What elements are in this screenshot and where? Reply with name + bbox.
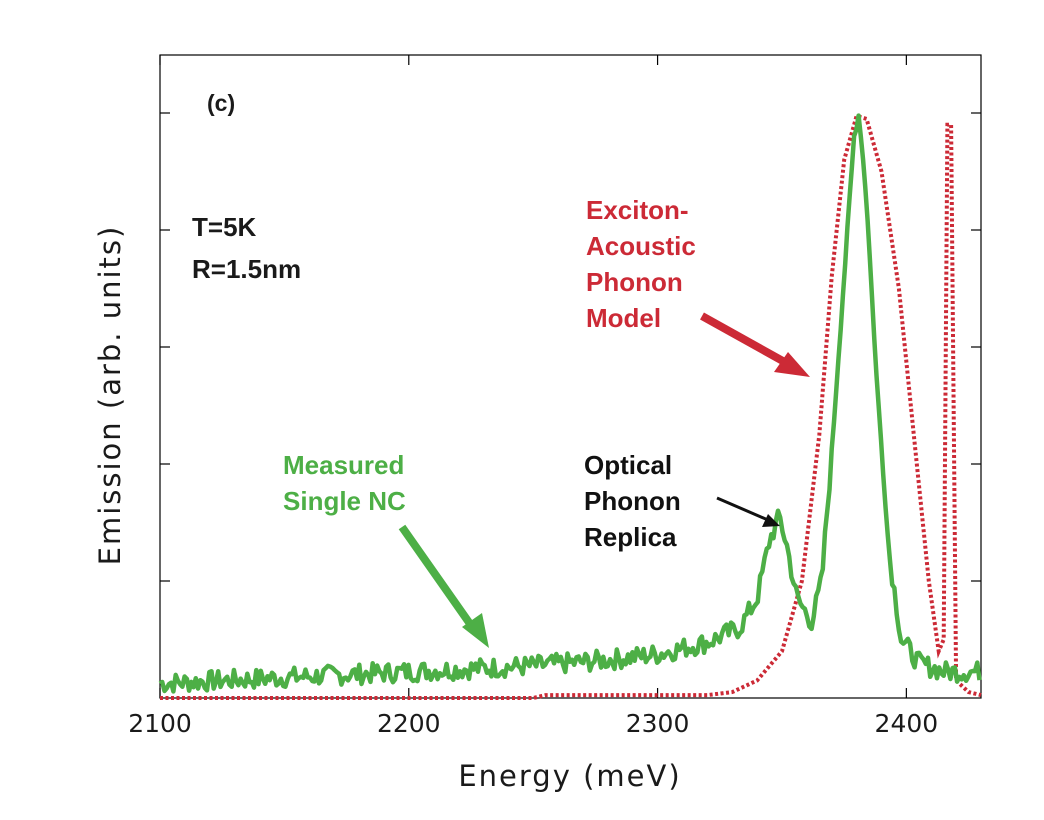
replica-label-line-2: Phonon: [584, 486, 681, 516]
y-axis-ticks: [160, 112, 981, 582]
x-tick-label: 2400: [875, 709, 939, 738]
model-label-line-2: Acoustic: [586, 231, 696, 261]
model-label-line-1: Exciton-: [586, 195, 689, 225]
measured-annotation: Measured Single NC: [283, 450, 489, 648]
radius-label: R=1.5nm: [192, 254, 301, 284]
x-tick-label: 2300: [626, 709, 690, 738]
model-label-line-4: Model: [586, 303, 661, 333]
temperature-label: T=5K: [192, 212, 257, 242]
measured-label-line-2: Single NC: [283, 486, 406, 516]
x-tick-label: 2200: [377, 709, 441, 738]
y-axis-title: Emission (arb. units): [93, 225, 127, 566]
panel-label: (c): [207, 90, 235, 116]
replica-arrow-icon: [716, 496, 780, 527]
replica-label-line-1: Optical: [584, 450, 672, 480]
x-axis-ticks: 2100 2200 2300 2400: [128, 55, 938, 738]
replica-label-line-3: Replica: [584, 522, 677, 552]
model-annotation: Exciton- Acoustic Phonon Model: [586, 195, 810, 377]
measured-series-line: [158, 113, 982, 694]
replica-annotation: Optical Phonon Replica: [584, 450, 780, 552]
model-label-line-3: Phonon: [586, 267, 683, 297]
series-layer: [158, 113, 982, 700]
measured-label-line-1: Measured: [283, 450, 404, 480]
x-tick-label: 2100: [128, 709, 192, 738]
plot-frame: [159, 54, 982, 699]
model-arrow-icon: [700, 312, 810, 377]
conditions-annotation: T=5K R=1.5nm: [192, 212, 301, 284]
model-series-line: [160, 113, 982, 700]
x-axis-title: Energy (meV): [458, 759, 681, 793]
measured-arrow-icon: [398, 524, 489, 648]
